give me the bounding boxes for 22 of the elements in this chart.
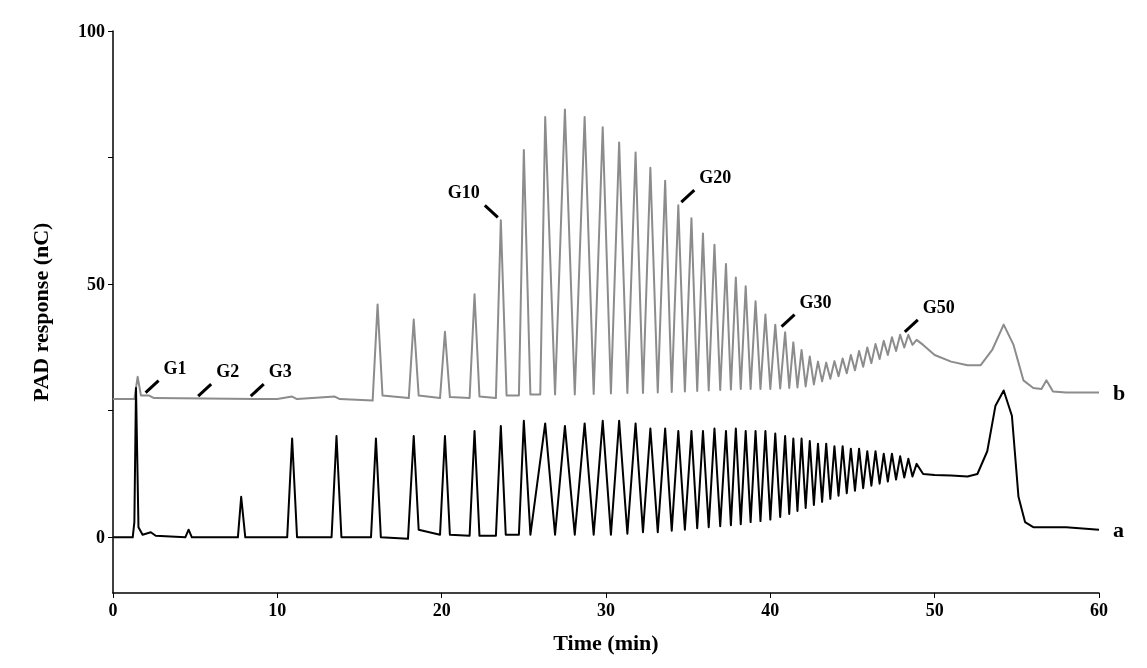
series-label: a [1113,517,1124,543]
y-tick-label: 100 [78,21,105,41]
line-series [112,108,1100,402]
x-tick-label: 10 [268,600,287,620]
annotation: G2 [216,361,240,382]
series-label: b [1113,380,1126,405]
annotation: G1 [163,357,187,378]
annotation: G3 [268,361,292,382]
x-tick-label: 60 [1090,600,1108,620]
y-axis-title: PAD response (nC) [27,222,53,402]
annotation: G10 [447,182,480,203]
annotation: G20 [699,167,732,188]
x-tick-label: 30 [597,600,615,620]
x-axis-title: Time (min) [553,629,659,655]
annotation: G30 [799,291,832,312]
x-tick-label: 20 [432,600,451,620]
annotation: G50 [922,296,955,317]
x-tick-label: 50 [925,600,944,620]
y-tick-label: 0 [96,527,105,548]
y-tick-label: 50 [87,274,105,295]
x-tick-label: 0 [108,600,118,620]
x-tick-label: 40 [761,600,780,620]
